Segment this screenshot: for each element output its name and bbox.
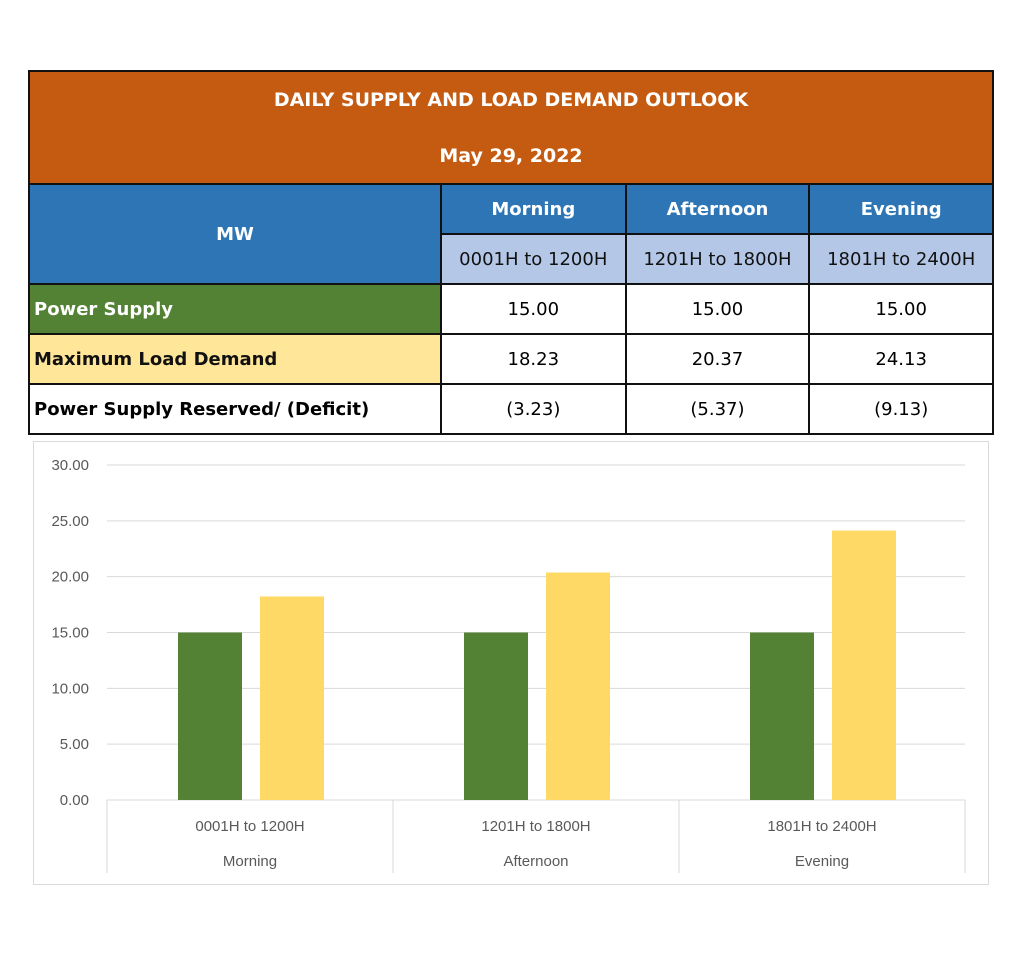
table-row: Power Supply Reserved/ (Deficit) (3.23) … — [28, 383, 994, 435]
period-evening: Evening — [808, 183, 994, 235]
x-range-label: 0001H to 1200H — [195, 818, 304, 835]
cell: 15.00 — [624, 283, 811, 335]
cell: 20.37 — [624, 333, 811, 385]
x-period-label: Afternoon — [503, 853, 568, 870]
cell: 15.00 — [808, 283, 994, 335]
row-label: Maximum Load Demand — [28, 333, 442, 385]
x-range-label: 1201H to 1800H — [481, 818, 590, 835]
range-morning: 0001H to 1200H — [439, 233, 627, 285]
y-tick-label: 15.00 — [51, 625, 89, 642]
row-label: Power Supply — [28, 283, 442, 335]
bar-power-supply — [464, 632, 528, 800]
y-tick-label: 20.00 — [51, 569, 89, 586]
bar-power-supply — [750, 632, 814, 800]
y-tick-label: 30.00 — [51, 457, 89, 474]
period-morning: Morning — [439, 183, 627, 235]
y-tick-label: 10.00 — [51, 680, 89, 697]
x-period-label: Morning — [223, 853, 277, 870]
table-row: Maximum Load Demand 18.23 20.37 24.13 — [28, 333, 994, 385]
cell: (3.23) — [439, 383, 627, 435]
table-date: May 29, 2022 — [439, 144, 583, 167]
table-title: DAILY SUPPLY AND LOAD DEMAND OUTLOOK — [273, 88, 749, 111]
y-tick-label: 5.00 — [60, 736, 89, 753]
cell: (5.37) — [624, 383, 811, 435]
cell: 18.23 — [439, 333, 627, 385]
period-afternoon: Afternoon — [624, 183, 811, 235]
cell: (9.13) — [808, 383, 994, 435]
table-title-cell: DAILY SUPPLY AND LOAD DEMAND OUTLOOK May… — [28, 70, 994, 185]
bar-maximum-load-demand — [546, 572, 610, 800]
table-row: Power Supply 15.00 15.00 15.00 — [28, 283, 994, 335]
x-period-label: Evening — [795, 853, 849, 870]
range-afternoon: 1201H to 1800H — [624, 233, 811, 285]
y-tick-label: 25.00 — [51, 513, 89, 530]
unit-label: MW — [28, 183, 442, 285]
row-label: Power Supply Reserved/ (Deficit) — [28, 383, 442, 435]
range-evening: 1801H to 2400H — [808, 233, 994, 285]
y-tick-label: 0.00 — [60, 792, 89, 809]
bar-maximum-load-demand — [260, 596, 324, 800]
cell: 15.00 — [439, 283, 627, 335]
x-range-label: 1801H to 2400H — [767, 818, 876, 835]
outlook-table: DAILY SUPPLY AND LOAD DEMAND OUTLOOK May… — [28, 70, 994, 435]
bar-maximum-load-demand — [832, 530, 896, 800]
bar-power-supply — [178, 632, 242, 800]
cell: 24.13 — [808, 333, 994, 385]
bar-chart: 0.00 5.00 10.00 15.00 20.00 25.00 30.00 0001H t… — [33, 441, 989, 885]
